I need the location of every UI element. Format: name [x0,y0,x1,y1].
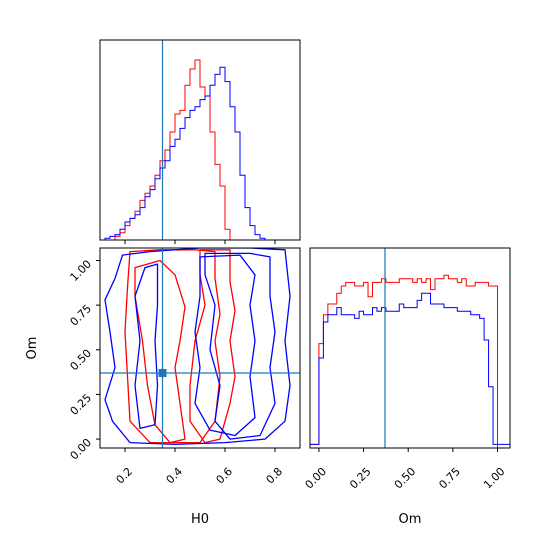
h0-hist-blue [104,66,290,241]
contours [104,248,291,446]
h0-hist-red [105,59,290,241]
h0-tick-label: 0.4 [164,465,186,487]
truth-marker [158,369,167,377]
contour-blue-mid [194,254,256,437]
y-axis-title-om: Om [25,337,40,360]
contour-frame [99,247,301,449]
om-tick-label: 0.50 [68,347,95,374]
x-axis-title-h0: H0 [191,512,209,527]
contour-blue-inner [204,252,276,440]
om-tick-label: 0.75 [68,302,95,329]
om-histogram [310,248,510,449]
om-hist-tick-label: 1.00 [481,465,508,492]
h0-histogram [104,40,290,241]
om-tick-label: 0.00 [68,436,95,463]
om-hist-tick-label: 0.75 [436,465,463,492]
om-hist-frame [309,247,511,449]
om-hist-tick-label: 0.00 [303,465,330,492]
h0-tick-label: 0.6 [214,465,236,487]
h0-hist-frame [99,39,301,241]
contour-blue-left [134,263,159,430]
om-hist-tick-label: 0.50 [392,465,419,492]
om-hist-red [310,274,510,449]
om-hist-tick-label: 0.25 [347,465,374,492]
h0-tick-label: 0.8 [264,465,286,487]
om-tick-label: 1.00 [68,257,95,284]
contour-red-inner [134,259,186,444]
om-hist-blue [310,292,510,445]
h0-tick-label: 0.2 [114,465,136,487]
contour-panel [100,248,300,448]
contour-red-outer [189,249,236,444]
om-tick-label: 0.25 [68,391,95,418]
x-axis-title-om: Om [399,512,422,527]
